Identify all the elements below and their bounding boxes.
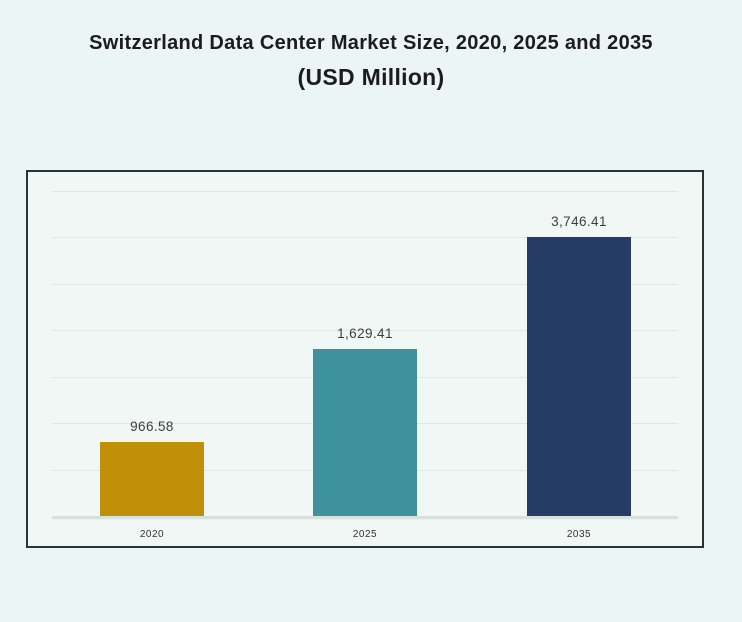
gridline (52, 330, 678, 331)
chart-title: Switzerland Data Center Market Size, 202… (89, 32, 653, 54)
chart-panel: 966.58 2020 1,629.41 2025 3,746.41 2035 (26, 170, 704, 548)
bar-value-label-2035: 3,746.41 (551, 214, 607, 229)
gridline (52, 237, 678, 238)
x-axis-line (52, 516, 678, 518)
chart-subtitle: (USD Million) (297, 64, 445, 90)
gridline (52, 283, 678, 285)
chart-title-block: Switzerland Data Center Market Size, 202… (0, 32, 742, 91)
bar-2025 (313, 349, 417, 516)
bar-2020 (100, 442, 204, 516)
bar-value-label-2025: 1,629.41 (337, 326, 393, 341)
x-tick-label-2025: 2025 (352, 529, 378, 540)
x-tick-label-2020: 2020 (139, 529, 165, 540)
x-tick-label-2035: 2035 (566, 529, 592, 540)
gridline (52, 190, 678, 192)
bar-2035 (527, 237, 631, 516)
bar-value-label-2020: 966.58 (130, 419, 174, 434)
